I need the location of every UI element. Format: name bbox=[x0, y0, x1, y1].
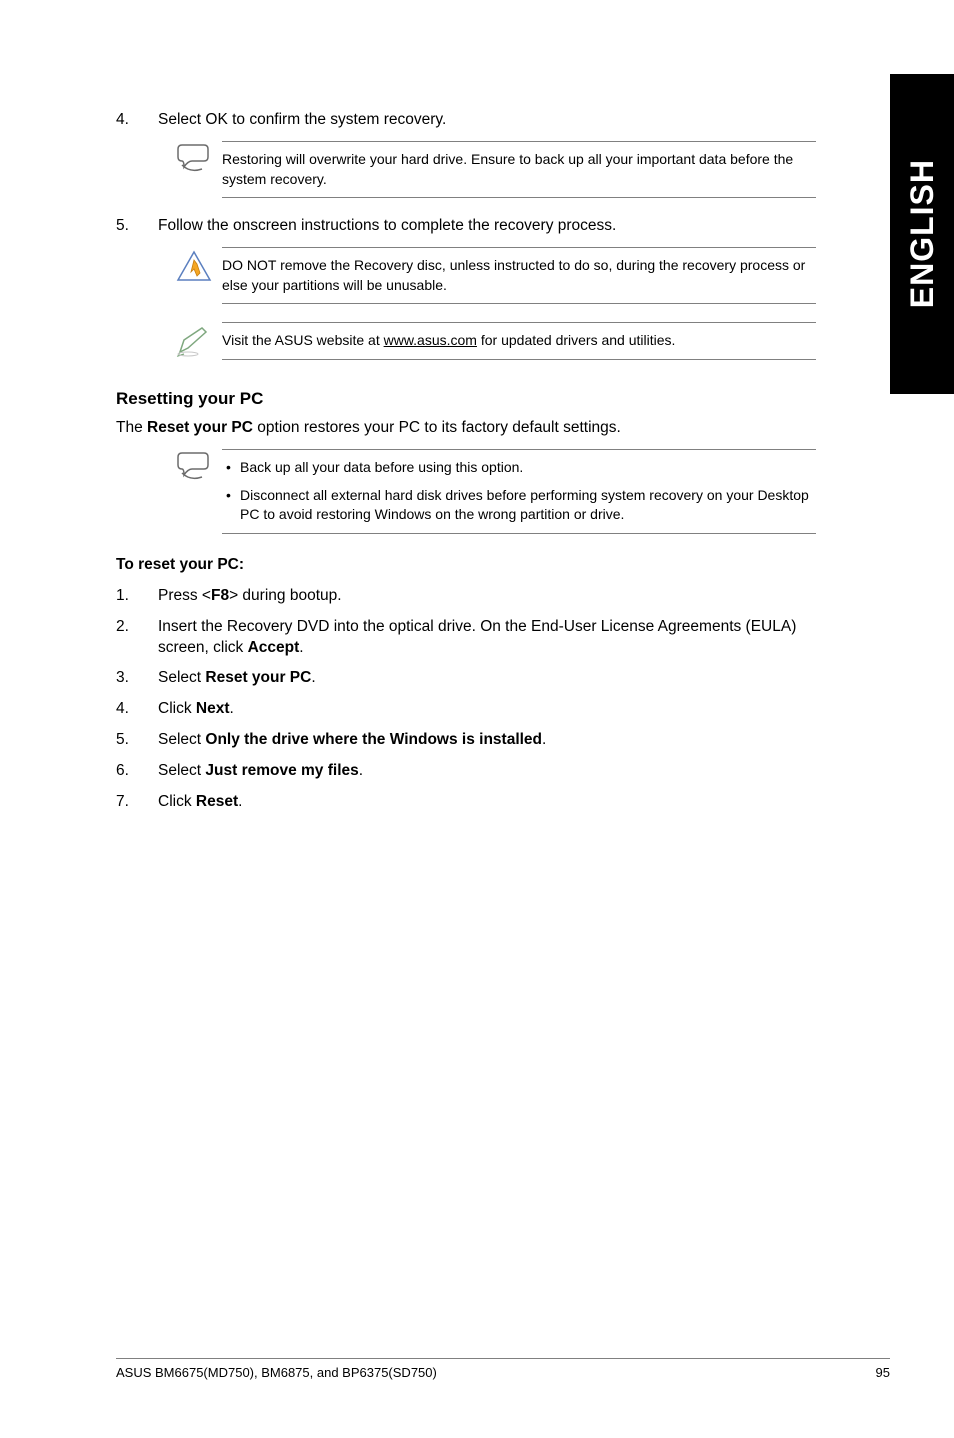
step-text: Click Next. bbox=[158, 699, 816, 720]
note-bullet: Disconnect all external hard disk drives… bbox=[222, 486, 810, 525]
step-number: 2. bbox=[116, 617, 158, 659]
step-text: Select OK to confirm the system recovery… bbox=[158, 110, 816, 131]
pencil-icon bbox=[174, 322, 222, 363]
numbered-step: 4. Select OK to confirm the system recov… bbox=[116, 110, 816, 131]
warning-block: DO NOT remove the Recovery disc, unless … bbox=[174, 247, 816, 304]
note-bullet: Back up all your data before using this … bbox=[222, 458, 810, 478]
info-text-pre: Visit the ASUS website at bbox=[222, 332, 384, 348]
intro-bold: Reset your PC bbox=[147, 419, 253, 436]
note-block: Restoring will overwrite your hard drive… bbox=[174, 141, 816, 198]
numbered-step: 1. Press <F8> during bootup. bbox=[116, 586, 816, 607]
info-block: Visit the ASUS website at www.asus.com f… bbox=[174, 322, 816, 363]
step-number: 4. bbox=[116, 699, 158, 720]
asus-link[interactable]: www.asus.com bbox=[384, 332, 477, 348]
step-number: 5. bbox=[116, 730, 158, 751]
step-text: Follow the onscreen instructions to comp… bbox=[158, 216, 816, 237]
subsection-heading: To reset your PC: bbox=[116, 556, 816, 574]
note-text: Back up all your data before using this … bbox=[222, 449, 816, 534]
numbered-step: 7. Click Reset. bbox=[116, 792, 816, 813]
note-text: Restoring will overwrite your hard drive… bbox=[222, 141, 816, 198]
numbered-step: 3. Select Reset your PC. bbox=[116, 668, 816, 689]
numbered-step: 5. Select Only the drive where the Windo… bbox=[116, 730, 816, 751]
page-footer: ASUS BM6675(MD750), BM6875, and BP6375(S… bbox=[116, 1358, 890, 1380]
intro-post: option restores your PC to its factory d… bbox=[253, 419, 621, 436]
numbered-step: 4. Click Next. bbox=[116, 699, 816, 720]
step-number: 7. bbox=[116, 792, 158, 813]
section-heading: Resetting your PC bbox=[116, 389, 816, 409]
note-icon bbox=[174, 449, 222, 488]
language-label: ENGLISH bbox=[904, 159, 941, 308]
footer-model: ASUS BM6675(MD750), BM6875, and BP6375(S… bbox=[116, 1365, 437, 1380]
step-text: Insert the Recovery DVD into the optical… bbox=[158, 617, 816, 659]
step-number: 6. bbox=[116, 761, 158, 782]
info-text: Visit the ASUS website at www.asus.com f… bbox=[222, 322, 816, 360]
step-text: Select Only the drive where the Windows … bbox=[158, 730, 816, 751]
page-content: 4. Select OK to confirm the system recov… bbox=[0, 0, 890, 863]
numbered-step: 5. Follow the onscreen instructions to c… bbox=[116, 216, 816, 237]
info-text-post: for updated drivers and utilities. bbox=[477, 332, 675, 348]
step-text: Select Reset your PC. bbox=[158, 668, 816, 689]
warning-text: DO NOT remove the Recovery disc, unless … bbox=[222, 247, 816, 304]
step-number: 3. bbox=[116, 668, 158, 689]
note-icon bbox=[174, 141, 222, 180]
numbered-step: 6. Select Just remove my files. bbox=[116, 761, 816, 782]
step-number: 5. bbox=[116, 216, 158, 237]
language-side-tab: ENGLISH bbox=[890, 74, 954, 394]
numbered-step: 2. Insert the Recovery DVD into the opti… bbox=[116, 617, 816, 659]
step-text: Press <F8> during bootup. bbox=[158, 586, 816, 607]
step-text: Click Reset. bbox=[158, 792, 816, 813]
step-text: Select Just remove my files. bbox=[158, 761, 816, 782]
step-number: 4. bbox=[116, 110, 158, 131]
step-number: 1. bbox=[116, 586, 158, 607]
page-number: 95 bbox=[876, 1365, 890, 1380]
warning-icon bbox=[174, 247, 222, 290]
section-intro: The Reset your PC option restores your P… bbox=[116, 417, 816, 439]
intro-pre: The bbox=[116, 419, 147, 436]
note-block: Back up all your data before using this … bbox=[174, 449, 816, 534]
